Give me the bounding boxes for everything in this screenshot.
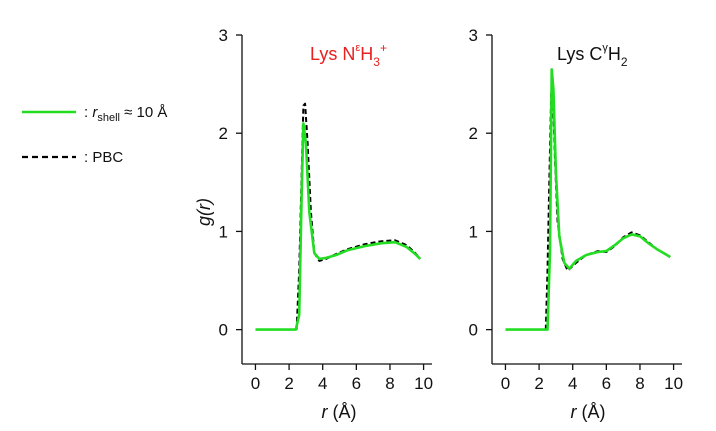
- x-axis-title: r (Å): [571, 402, 606, 422]
- series-pbc-line: [544, 92, 671, 330]
- x-tick-label: 2: [534, 374, 543, 393]
- ticks: 0 2 4 6 8 10 0 1 2 3: [469, 26, 684, 393]
- x-tick-label: 0: [251, 374, 260, 393]
- panel-title: Lys CγH2: [557, 42, 628, 69]
- x-tick-label: 6: [602, 374, 611, 393]
- x-axis-title: r (Å): [322, 402, 357, 422]
- x-tick-label: 10: [414, 374, 433, 393]
- x-tick-label: 2: [284, 374, 293, 393]
- y-tick-label: 3: [469, 26, 478, 45]
- x-tick-label: 6: [352, 374, 361, 393]
- panel-title: Lys NεH3+: [310, 41, 387, 69]
- y-tick-label: 3: [219, 26, 228, 45]
- x-tick-label: 4: [568, 374, 577, 393]
- y-tick-label: 0: [219, 321, 228, 340]
- x-tick-label: 8: [635, 374, 644, 393]
- legend-shell-label: : rshell ≈ 10 Å: [84, 104, 167, 124]
- y-tick-label: 0: [469, 321, 478, 340]
- series-shell-line: [255, 122, 422, 331]
- series-pbc-line: [295, 102, 421, 330]
- legend: : rshell ≈ 10 Å : PBC: [22, 104, 167, 166]
- series-group: [255, 102, 422, 331]
- y-tick-label: 2: [219, 124, 228, 143]
- legend-pbc-label: : PBC: [84, 149, 123, 166]
- y-axis-title: g(r): [194, 198, 214, 226]
- series-group: [505, 68, 671, 331]
- panel-left: 0 2 4 6 8 10 0 1 2 3 Lys NεH3+ r (Å): [219, 26, 434, 422]
- x-tick-label: 10: [664, 374, 683, 393]
- y-tick-label: 1: [469, 222, 478, 241]
- panel-right: 0 2 4 6 8 10 0 1 2 3 Lys CγH2 r (Å): [469, 26, 684, 422]
- x-tick-label: 4: [318, 374, 327, 393]
- x-tick-label: 0: [501, 374, 510, 393]
- ticks: 0 2 4 6 8 10 0 1 2 3: [219, 26, 434, 393]
- x-tick-label: 8: [385, 374, 394, 393]
- y-tick-label: 1: [219, 222, 228, 241]
- y-tick-label: 2: [469, 124, 478, 143]
- series-shell-line: [505, 68, 671, 331]
